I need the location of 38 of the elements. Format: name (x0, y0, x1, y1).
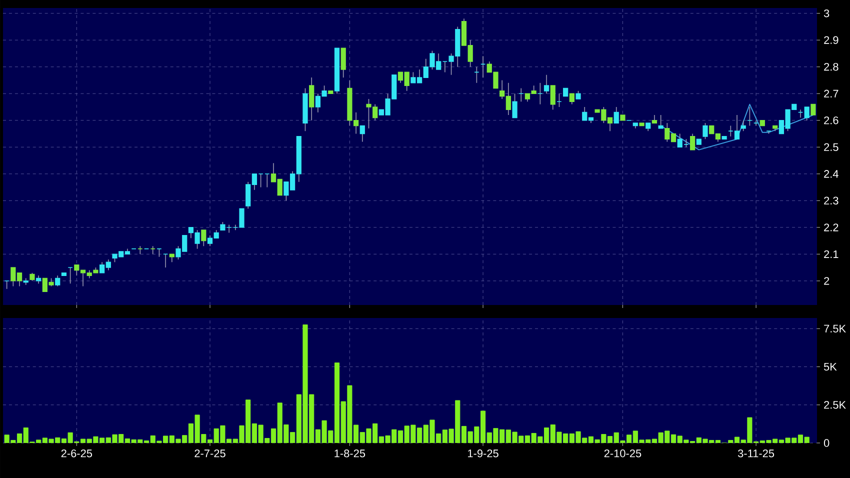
y-tick-label: 5K (824, 362, 837, 371)
candlestick (614, 106, 619, 124)
candlestick (740, 120, 746, 132)
candlestick (201, 230, 206, 247)
x-tick-label: 1-8-25 (334, 450, 366, 458)
y-tick-label: 2 (824, 277, 830, 285)
x-tick-label: 1-9-25 (468, 450, 498, 458)
y-tick-label: 2.4 (824, 170, 838, 178)
y-tick-label: 2.7 (824, 90, 838, 98)
x-tick-label: 3-11-25 (738, 450, 774, 458)
candlestick (360, 125, 365, 142)
candlestick (23, 278, 28, 286)
y-tick-label: 2.2 (824, 224, 838, 232)
y-tick-label: 2.8 (824, 62, 838, 71)
candlestick (658, 114, 664, 129)
y-tick-label: 3 (824, 9, 830, 18)
x-tick-label: 2-6-25 (61, 450, 92, 458)
candlestick (550, 85, 556, 110)
y-tick-label: 2.5 (824, 143, 838, 151)
x-tick-label: 2-10-25 (604, 450, 642, 458)
y-tick-label: 0 (824, 439, 830, 447)
candlestick (340, 48, 346, 78)
y-tick-label: 7.5K (824, 324, 846, 332)
candlestick (702, 122, 708, 140)
y-tick-label: 2.5K (824, 401, 846, 409)
candlestick (690, 133, 696, 150)
x-tick-label: 2-7-25 (194, 450, 226, 458)
candlestick (309, 77, 314, 121)
candlestick (804, 106, 810, 121)
candlestick (569, 93, 574, 105)
y-tick-label: 2.9 (824, 36, 838, 44)
y-tick-label: 2.6 (824, 116, 838, 124)
y-tick-label: 2.3 (824, 196, 838, 205)
candlestick (544, 74, 550, 94)
candlestick (55, 275, 60, 287)
candlestick (512, 93, 518, 118)
y-tick-label: 2.1 (824, 250, 838, 258)
candlestick (810, 104, 816, 116)
